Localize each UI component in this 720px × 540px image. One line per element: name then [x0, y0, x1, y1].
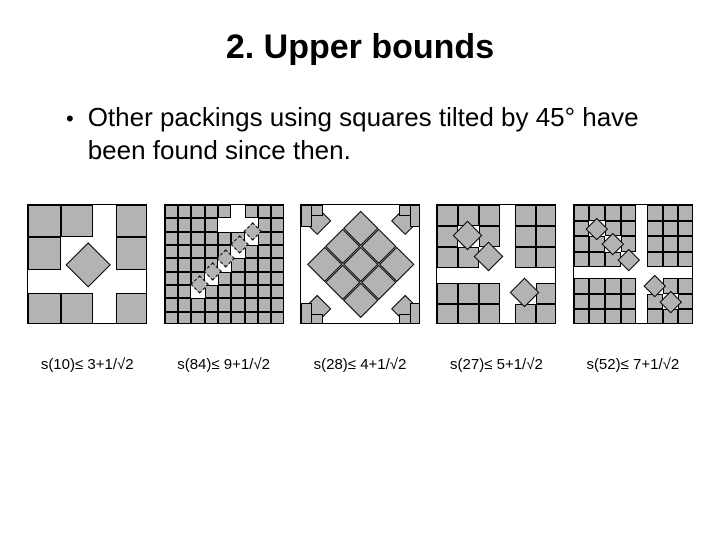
figure-s52: s(52)≤ 7+1/√2 — [572, 204, 694, 373]
caption-s27: s(27)≤ 5+1/√2 — [450, 324, 543, 373]
figure-row: s(10)≤ 3+1/√2 s(84)≤ 9+1/√2 s(28)≤ 4+1/√… — [0, 166, 720, 373]
page-title: 2. Upper bounds — [0, 0, 720, 101]
figure-s84: s(84)≤ 9+1/√2 — [162, 204, 284, 373]
packing-s10 — [27, 204, 147, 324]
packing-s27 — [436, 204, 556, 324]
bullet-list: • Other packings using squares tilted by… — [0, 101, 720, 166]
figure-s27: s(27)≤ 5+1/√2 — [435, 204, 557, 373]
packing-s28 — [300, 204, 420, 324]
figure-s10: s(10)≤ 3+1/√2 — [26, 204, 148, 373]
caption-s28: s(28)≤ 4+1/√2 — [314, 324, 407, 373]
bullet-dot: • — [66, 101, 88, 133]
bullet-text: Other packings using squares tilted by 4… — [88, 101, 660, 166]
packing-s52 — [573, 204, 693, 324]
caption-s84: s(84)≤ 9+1/√2 — [177, 324, 270, 373]
packing-s84 — [164, 204, 284, 324]
bullet-item: • Other packings using squares tilted by… — [66, 101, 660, 166]
figure-s28: s(28)≤ 4+1/√2 — [299, 204, 421, 373]
caption-s10: s(10)≤ 3+1/√2 — [41, 324, 134, 373]
caption-s52: s(52)≤ 7+1/√2 — [586, 324, 679, 373]
